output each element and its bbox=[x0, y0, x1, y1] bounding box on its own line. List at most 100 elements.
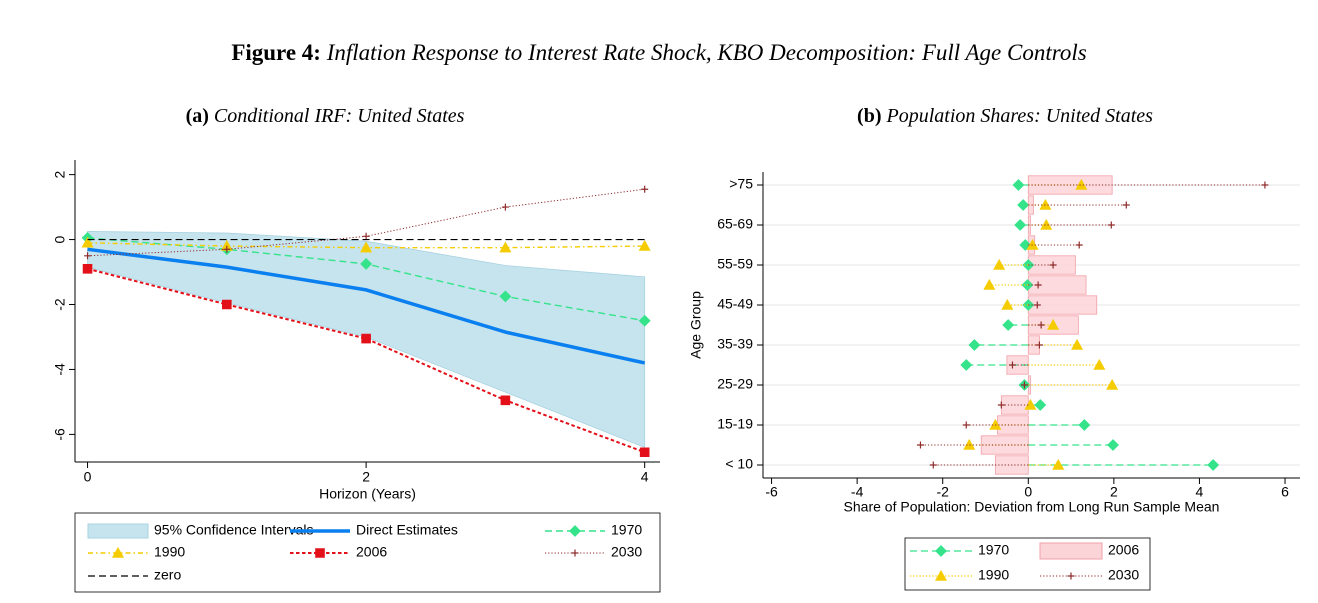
x-tick-label: 0 bbox=[84, 469, 92, 485]
x-tick-label: -2 bbox=[936, 484, 949, 500]
legend-box bbox=[74, 512, 661, 593]
marker bbox=[1026, 238, 1039, 250]
marker bbox=[641, 185, 649, 193]
legend-label: Direct Estimates bbox=[356, 522, 458, 538]
x-tick-label: -4 bbox=[851, 484, 864, 500]
marker bbox=[638, 314, 651, 327]
marker bbox=[1049, 261, 1057, 269]
marker bbox=[639, 447, 650, 458]
marker bbox=[1034, 399, 1047, 411]
legend-marker bbox=[935, 545, 947, 557]
x-tick-label: -6 bbox=[765, 484, 778, 500]
legend-swatch bbox=[87, 523, 149, 539]
panel-title: (b) Population Shares: United States bbox=[857, 105, 1153, 127]
marker bbox=[501, 203, 509, 211]
marker bbox=[222, 299, 232, 310]
legend-label: 1990 bbox=[154, 544, 185, 560]
series-line bbox=[87, 267, 646, 454]
marker bbox=[223, 245, 231, 253]
legend-marker bbox=[934, 569, 948, 581]
legend-label: zero bbox=[154, 567, 181, 583]
y-tick-label: 45-49 bbox=[717, 296, 753, 312]
legend-marker bbox=[571, 549, 579, 557]
marker bbox=[1207, 459, 1220, 471]
marker bbox=[1107, 221, 1115, 229]
marker bbox=[1020, 381, 1028, 389]
y-tick-label: -4 bbox=[52, 363, 68, 376]
x-tick-label: 0 bbox=[1024, 484, 1032, 500]
legend-label: 1970 bbox=[978, 542, 1009, 558]
legend-label: 2030 bbox=[611, 544, 642, 560]
marker bbox=[962, 421, 970, 429]
figure-label: Figure 4: bbox=[231, 40, 321, 65]
panel-title: (a) Conditional IRF: United States bbox=[186, 105, 465, 127]
y-tick-label: 2 bbox=[52, 171, 68, 179]
marker bbox=[993, 258, 1006, 270]
y-tick-label: 15-19 bbox=[717, 416, 753, 432]
marker bbox=[1107, 439, 1119, 451]
marker bbox=[361, 333, 371, 344]
marker bbox=[1106, 378, 1119, 390]
legend-marker bbox=[315, 548, 325, 558]
marker bbox=[1008, 361, 1016, 369]
legend-box bbox=[904, 537, 1151, 591]
panel-label: (a) bbox=[186, 105, 209, 127]
panel-title-text: Population Shares: United States bbox=[885, 105, 1153, 127]
y-tick-label: 25-29 bbox=[717, 376, 753, 392]
x-tick-label: 4 bbox=[1196, 484, 1204, 500]
marker bbox=[362, 232, 370, 240]
marker bbox=[1093, 358, 1106, 370]
marker bbox=[1019, 239, 1032, 251]
marker bbox=[1075, 178, 1088, 190]
x-tick-label: 2 bbox=[362, 469, 370, 485]
x-tick-label: 4 bbox=[641, 469, 649, 485]
x-axis-label: Share of Population: Deviation from Long… bbox=[844, 499, 1220, 515]
marker bbox=[81, 236, 94, 248]
series-line bbox=[87, 247, 646, 365]
y-tick-label: 65-69 bbox=[717, 216, 753, 232]
legend-marker bbox=[1067, 572, 1075, 580]
panel-label: (b) bbox=[857, 105, 881, 127]
marker bbox=[963, 438, 976, 450]
y-tick-label: 55-59 bbox=[717, 256, 753, 272]
marker bbox=[360, 241, 373, 253]
figure-title: Figure 4: Inflation Response to Interest… bbox=[231, 40, 1086, 65]
marker bbox=[499, 290, 512, 303]
y-tick-label: 35-39 bbox=[717, 336, 753, 352]
marker bbox=[1001, 298, 1014, 310]
legend-marker bbox=[111, 546, 125, 558]
y-tick-label: >75 bbox=[729, 176, 753, 192]
marker bbox=[1037, 321, 1045, 329]
marker bbox=[1040, 218, 1053, 230]
marker bbox=[1047, 318, 1060, 330]
legend-label: 1970 bbox=[611, 522, 642, 538]
legend-swatch bbox=[1039, 542, 1103, 560]
marker bbox=[1024, 398, 1037, 410]
legend-label: 95% Confidence Intervals bbox=[154, 522, 314, 538]
marker bbox=[1035, 341, 1043, 349]
marker bbox=[989, 418, 1002, 430]
marker bbox=[1261, 181, 1269, 189]
marker bbox=[1071, 338, 1084, 350]
marker bbox=[84, 252, 92, 260]
y-tick-label: < 10 bbox=[725, 456, 753, 472]
marker bbox=[1075, 241, 1083, 249]
marker bbox=[1052, 458, 1065, 470]
marker bbox=[1122, 201, 1130, 209]
marker bbox=[82, 263, 93, 274]
figure-title-text: Inflation Response to Interest Rate Shoc… bbox=[326, 40, 1087, 65]
marker bbox=[499, 241, 512, 253]
marker bbox=[1039, 198, 1052, 210]
x-tick-label: 2 bbox=[1110, 484, 1118, 500]
marker bbox=[960, 359, 973, 371]
marker bbox=[360, 257, 373, 270]
marker bbox=[997, 401, 1005, 409]
marker bbox=[1017, 199, 1030, 211]
marker bbox=[1033, 301, 1041, 309]
marker bbox=[1014, 219, 1027, 231]
confidence-band bbox=[87, 231, 646, 448]
marker bbox=[500, 395, 511, 406]
y-axis-label: Age Group bbox=[688, 291, 704, 359]
